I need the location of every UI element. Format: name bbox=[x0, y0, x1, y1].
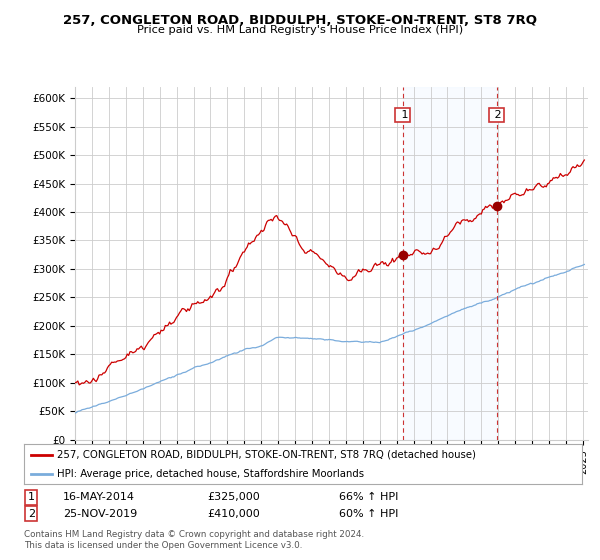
Text: £325,000: £325,000 bbox=[207, 492, 260, 502]
Text: 257, CONGLETON ROAD, BIDDULPH, STOKE-ON-TRENT, ST8 7RQ (detached house): 257, CONGLETON ROAD, BIDDULPH, STOKE-ON-… bbox=[58, 450, 476, 460]
Text: HPI: Average price, detached house, Staffordshire Moorlands: HPI: Average price, detached house, Staf… bbox=[58, 469, 365, 478]
Text: 16-MAY-2014: 16-MAY-2014 bbox=[63, 492, 135, 502]
Text: 2: 2 bbox=[28, 508, 35, 519]
Text: 1: 1 bbox=[398, 110, 408, 120]
Text: Price paid vs. HM Land Registry's House Price Index (HPI): Price paid vs. HM Land Registry's House … bbox=[137, 25, 463, 35]
Text: 257, CONGLETON ROAD, BIDDULPH, STOKE-ON-TRENT, ST8 7RQ: 257, CONGLETON ROAD, BIDDULPH, STOKE-ON-… bbox=[63, 14, 537, 27]
Text: 2: 2 bbox=[491, 110, 502, 120]
Text: 25-NOV-2019: 25-NOV-2019 bbox=[63, 508, 137, 519]
Text: 66% ↑ HPI: 66% ↑ HPI bbox=[339, 492, 398, 502]
Text: Contains HM Land Registry data © Crown copyright and database right 2024.
This d: Contains HM Land Registry data © Crown c… bbox=[24, 530, 364, 550]
Bar bbox=[403, 87, 497, 440]
Text: 60% ↑ HPI: 60% ↑ HPI bbox=[339, 508, 398, 519]
Text: 1: 1 bbox=[28, 492, 35, 502]
Text: £410,000: £410,000 bbox=[207, 508, 260, 519]
